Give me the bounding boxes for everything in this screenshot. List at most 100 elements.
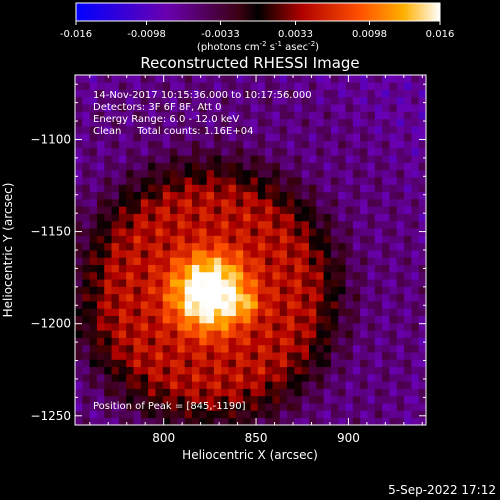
- heatmap-cell: [323, 315, 332, 324]
- heatmap-cell: [89, 373, 98, 382]
- heatmap-cell: [192, 301, 200, 309]
- heatmap-cell: [213, 322, 222, 331]
- heatmap-cell: [89, 162, 98, 171]
- heatmap-cell: [104, 257, 112, 265]
- heatmap-cell: [411, 118, 420, 127]
- heatmap-cell: [133, 82, 142, 90]
- heatmap-cell: [111, 155, 120, 163]
- heatmap-cell: [75, 198, 83, 207]
- heatmap-cell: [301, 337, 310, 346]
- heatmap-cell: [250, 271, 259, 280]
- heatmap-cell: [360, 126, 368, 134]
- heatmap-cell: [272, 169, 281, 178]
- heatmap-cell: [382, 118, 390, 127]
- heatmap-cell: [235, 403, 244, 411]
- heatmap-cell: [279, 96, 288, 105]
- heatmap-cell: [184, 111, 193, 120]
- heatmap-cell: [111, 330, 120, 338]
- heatmap-cell: [404, 213, 412, 222]
- heatmap-cell: [301, 352, 310, 360]
- heatmap-cell: [192, 82, 200, 90]
- heatmap-cell: [323, 235, 332, 244]
- heatmap-cell: [177, 177, 186, 185]
- heatmap-cell: [140, 111, 149, 120]
- heatmap-cell: [221, 228, 229, 236]
- heatmap-cell: [323, 140, 332, 149]
- heatmap-cell: [330, 352, 339, 360]
- heatmap-cell: [96, 177, 105, 185]
- heatmap-cell: [265, 206, 273, 214]
- heatmap-cell: [177, 89, 186, 98]
- heatmap-cell: [272, 322, 281, 331]
- heatmap-cell: [221, 191, 229, 200]
- heatmap-cell: [177, 286, 186, 295]
- heatmap-cell: [279, 286, 288, 295]
- heatmap-cell: [221, 271, 229, 280]
- heatmap-cell: [338, 198, 346, 207]
- heatmap-cell: [140, 96, 149, 105]
- heatmap-cell: [279, 242, 288, 251]
- heatmap-cell: [250, 75, 259, 83]
- heatmap-cell: [360, 271, 368, 280]
- heatmap-cell: [374, 403, 383, 411]
- heatmap-cell: [352, 337, 361, 346]
- heatmap-cell: [89, 322, 98, 331]
- heatmap-cell: [199, 337, 208, 346]
- heatmap-cell: [111, 169, 120, 178]
- heatmap-cell: [411, 169, 420, 178]
- heatmap-cell: [206, 140, 215, 149]
- heatmap-cell: [257, 220, 266, 229]
- heatmap-cell: [206, 337, 215, 346]
- heatmap-cell: [287, 301, 295, 309]
- heatmap-cell: [265, 373, 273, 382]
- heatmap-cell: [374, 293, 383, 302]
- x-tick-label: 850: [245, 431, 268, 445]
- heatmap-cell: [294, 96, 303, 105]
- heatmap-cell: [345, 359, 354, 368]
- heatmap-cell: [279, 82, 288, 90]
- heatmap-cell: [111, 315, 120, 324]
- heatmap-cell: [177, 213, 186, 222]
- heatmap-cell: [235, 322, 244, 331]
- heatmap-cell: [133, 395, 142, 404]
- heatmap-cell: [309, 147, 317, 156]
- heatmap-cell: [374, 352, 383, 360]
- heatmap-cell: [330, 381, 339, 389]
- heatmap-cell: [345, 126, 354, 134]
- heatmap-cell: [257, 373, 266, 382]
- heatmap-cell: [287, 388, 295, 397]
- heatmap-cell: [265, 410, 273, 419]
- heatmap-cell: [404, 330, 412, 338]
- heatmap-cell: [404, 126, 412, 134]
- heatmap-cell: [418, 155, 427, 163]
- heatmap-cell: [140, 293, 149, 302]
- heatmap-cell: [396, 308, 405, 317]
- heatmap-cell: [199, 301, 208, 309]
- heatmap-cell: [89, 82, 98, 90]
- heatmap-cell: [330, 417, 339, 426]
- heatmap-cell: [382, 381, 390, 389]
- heatmap-cell: [221, 366, 229, 375]
- heatmap-cell: [367, 359, 376, 368]
- heatmap-cell: [396, 111, 405, 120]
- heatmap-cell: [213, 271, 222, 280]
- heatmap-cell: [418, 147, 427, 156]
- heatmap-cell: [199, 126, 208, 134]
- heatmap-cell: [170, 301, 178, 309]
- heatmap-cell: [140, 191, 149, 200]
- heatmap-cell: [170, 381, 178, 389]
- heatmap-cell: [148, 206, 156, 214]
- heatmap-cell: [148, 191, 156, 200]
- heatmap-cell: [250, 264, 259, 273]
- heatmap-cell: [82, 220, 91, 229]
- heatmap-cell: [104, 162, 112, 171]
- heatmap-cell: [213, 89, 222, 98]
- heatmap-cell: [389, 410, 398, 419]
- heatmap-cell: [96, 104, 105, 112]
- heatmap-cell: [316, 301, 325, 309]
- heatmap-cell: [126, 373, 134, 382]
- heatmap-cell: [316, 337, 325, 346]
- heatmap-cell: [330, 140, 339, 149]
- heatmap-cell: [96, 373, 105, 382]
- heatmap-cell: [111, 198, 120, 207]
